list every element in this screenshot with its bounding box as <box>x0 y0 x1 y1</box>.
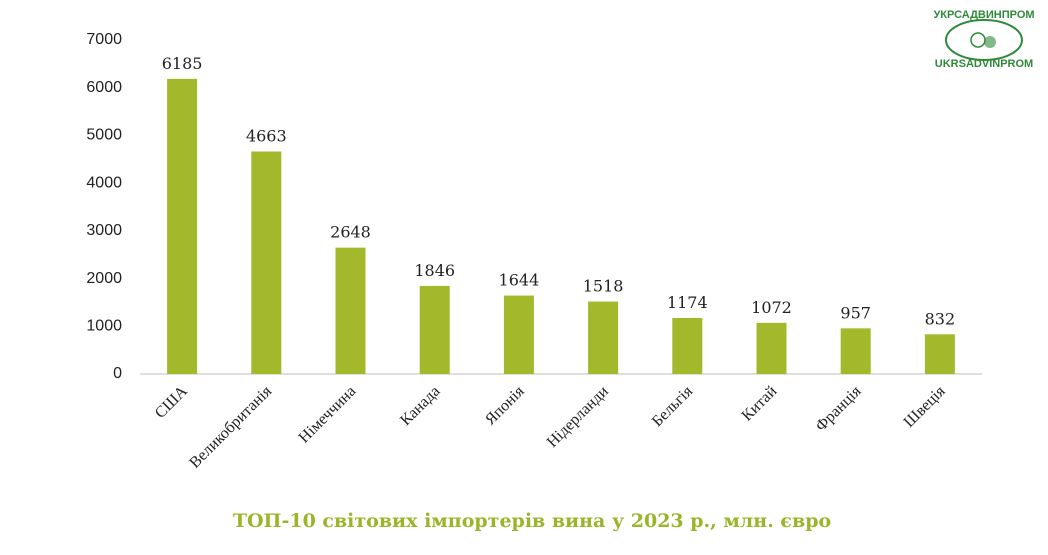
y-tick-label: 6000 <box>86 79 122 96</box>
bar <box>924 334 955 374</box>
y-tick-label: 3000 <box>86 222 122 239</box>
chart-title: ТОП-10 світових імпортерів вина у 2023 р… <box>233 510 831 532</box>
bar <box>672 317 703 374</box>
value-label: 1846 <box>414 261 455 280</box>
bar <box>335 247 366 374</box>
y-tick-label: 0 <box>113 365 122 382</box>
x-tick-label: Канада <box>397 383 443 429</box>
x-tick-label: Японія <box>482 382 528 428</box>
value-label: 957 <box>840 303 871 322</box>
y-tick-label: 1000 <box>86 318 122 335</box>
value-label: 6185 <box>162 54 203 73</box>
bar <box>251 151 282 374</box>
x-tick-label: Франція <box>812 382 865 435</box>
value-label: 1644 <box>499 271 540 290</box>
x-tick-label: Китай <box>739 383 781 425</box>
y-tick-label: 2000 <box>86 270 122 287</box>
value-label: 1174 <box>667 293 708 312</box>
y-tick-label: 4000 <box>86 174 122 191</box>
logo: УКРСАДВИНПРОМ UKRSADVINPROM <box>933 9 1034 70</box>
bar <box>167 78 198 374</box>
bar <box>419 285 450 374</box>
bar <box>588 301 619 374</box>
value-label: 4663 <box>246 127 287 146</box>
bar <box>503 295 534 374</box>
x-tick-label: Німеччина <box>296 383 360 447</box>
bar <box>840 328 871 374</box>
value-label: 2648 <box>330 223 371 242</box>
value-label: 1072 <box>751 298 792 317</box>
y-tick-label: 7000 <box>86 31 122 48</box>
logo-text: UKRSADVINPROM <box>935 58 1033 70</box>
y-tick-label: 5000 <box>86 127 122 144</box>
x-tick-label: Нідерланди <box>544 383 612 451</box>
logo-icon <box>970 32 986 48</box>
value-label: 832 <box>925 309 956 328</box>
logo-ring <box>945 19 1023 61</box>
logo-text: УКРСАДВИНПРОМ <box>933 9 1034 21</box>
logo-icon <box>984 36 996 48</box>
x-tick-label: Швеція <box>901 382 950 431</box>
x-tick-label: США <box>152 382 191 421</box>
bar <box>756 322 787 374</box>
x-tick-label: Бельгія <box>649 382 697 430</box>
x-tick-label: Великобританія <box>186 382 275 471</box>
value-label: 1518 <box>583 277 624 296</box>
